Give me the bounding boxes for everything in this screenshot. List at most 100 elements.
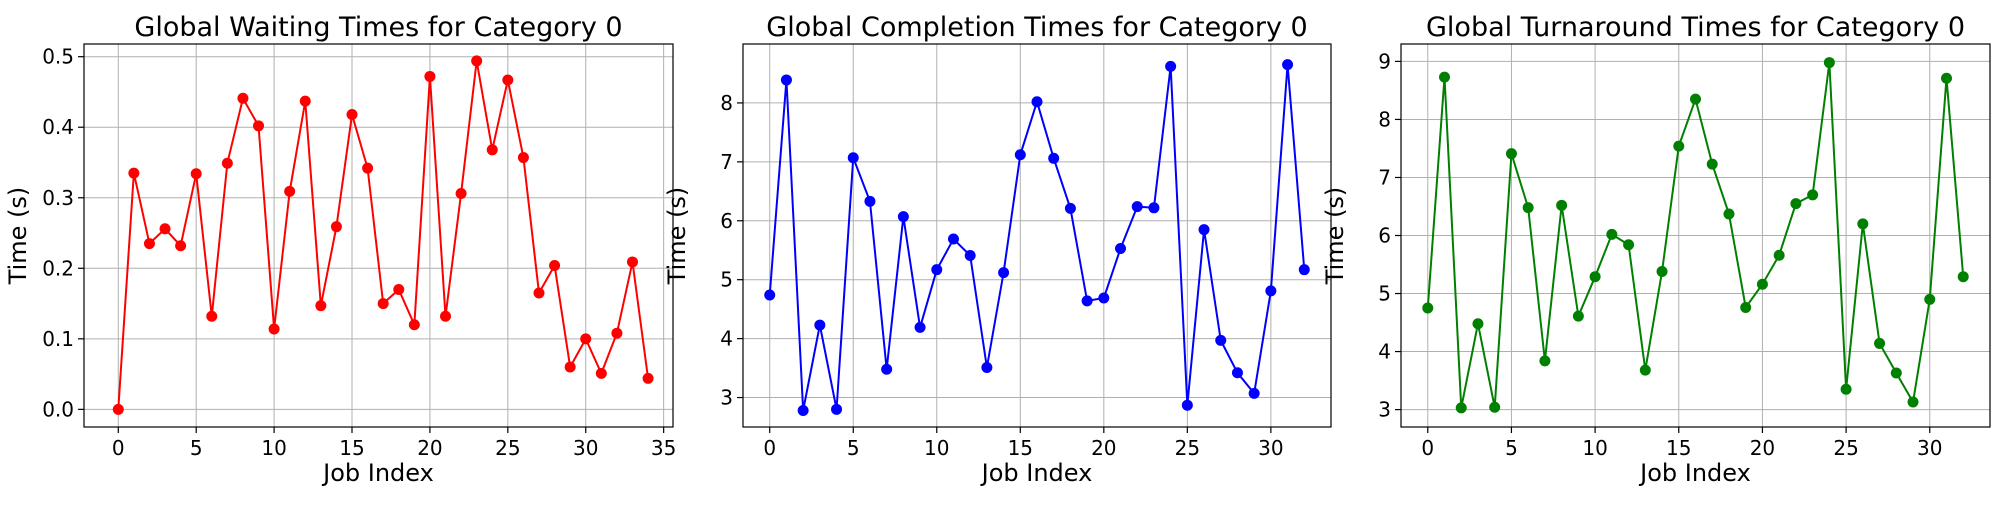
data-point — [517, 152, 529, 164]
data-point — [864, 195, 876, 207]
y-tick-label: 0.3 — [42, 186, 74, 210]
data-point — [159, 223, 171, 235]
data-point — [564, 361, 576, 373]
data-point — [315, 300, 327, 312]
data-point — [998, 267, 1010, 279]
x-tick-label: 0 — [112, 436, 125, 460]
data-point — [1198, 224, 1210, 236]
data-point — [424, 70, 436, 82]
data-point — [931, 264, 943, 276]
y-tick-label: 9 — [1378, 49, 1391, 73]
data-point — [1265, 285, 1277, 297]
data-point — [1298, 264, 1310, 276]
data-point — [1924, 293, 1936, 305]
data-point — [1890, 367, 1902, 379]
y-tick-label: 0.0 — [42, 397, 74, 421]
data-point — [1673, 140, 1685, 152]
x-tick-label: 10 — [1582, 436, 1607, 460]
y-tick-label: 0.2 — [42, 256, 74, 280]
y-tick-label: 0.4 — [42, 115, 74, 139]
y-tick-label: 5 — [1378, 282, 1391, 306]
data-point — [1048, 152, 1060, 164]
data-point — [330, 221, 342, 233]
data-point — [1148, 202, 1160, 214]
data-point — [175, 240, 187, 252]
data-point — [1874, 337, 1886, 349]
data-point — [1422, 302, 1434, 314]
y-tick-label: 7 — [1378, 165, 1391, 189]
chart-title: Global Completion Times for Category 0 — [766, 12, 1307, 43]
data-point — [128, 167, 140, 179]
data-point — [1623, 239, 1635, 251]
data-point — [1773, 249, 1785, 261]
data-point — [1857, 218, 1869, 230]
data-point — [1181, 399, 1193, 411]
x-tick-label: 25 — [1833, 436, 1858, 460]
x-tick-label: 20 — [1091, 436, 1116, 460]
data-point — [1522, 202, 1534, 214]
data-point — [1031, 96, 1043, 108]
x-tick-label: 35 — [651, 436, 676, 460]
x-tick-label: 5 — [190, 436, 203, 460]
data-point — [1740, 301, 1752, 313]
data-point — [1215, 334, 1227, 346]
data-point — [237, 92, 249, 104]
data-point — [580, 333, 592, 345]
data-point — [1131, 201, 1143, 213]
data-point — [206, 310, 218, 322]
x-tick-label: 25 — [495, 436, 520, 460]
data-point — [1489, 401, 1501, 413]
data-point — [981, 361, 993, 373]
plot-frame — [83, 43, 674, 428]
data-point — [1098, 292, 1110, 304]
data-point — [642, 372, 654, 384]
x-tick-label: 30 — [573, 436, 598, 460]
data-point — [253, 120, 265, 132]
plot-frame — [742, 43, 1332, 428]
x-tick-label: 0 — [1421, 436, 1434, 460]
x-tick-label: 15 — [1008, 436, 1033, 460]
chart-title: Global Turnaround Times for Category 0 — [1426, 12, 1965, 43]
data-point — [797, 405, 809, 417]
y-tick-label: 4 — [1378, 340, 1391, 364]
data-point — [1823, 57, 1835, 69]
chart-panel-1: 0 5 10 15 20 25 30 3 4 5 6 7 8 Global Completion Time… — [663, 12, 1332, 487]
x-tick-label: 30 — [1917, 436, 1942, 460]
data-point — [595, 367, 607, 379]
data-point — [1940, 72, 1952, 84]
data-point — [1907, 396, 1919, 408]
y-tick-label: 6 — [720, 209, 733, 233]
x-tick-label: 15 — [339, 436, 364, 460]
data-point — [1064, 202, 1076, 214]
data-point — [897, 211, 909, 223]
data-point — [1455, 402, 1467, 414]
data-point — [1165, 60, 1177, 72]
x-tick-label: 30 — [1258, 436, 1283, 460]
data-point — [1706, 158, 1718, 170]
data-point — [1282, 59, 1294, 71]
chart-panel-2: 0 5 10 15 20 25 30 3 4 5 6 7 8 9 Global Turnaround Tim… — [1321, 12, 1991, 487]
data-point — [143, 238, 155, 250]
data-point — [362, 162, 374, 174]
data-point — [1656, 265, 1668, 277]
data-point — [780, 74, 792, 86]
data-point — [1014, 149, 1026, 161]
data-point — [947, 233, 959, 245]
data-point — [1556, 199, 1568, 211]
data-point — [221, 157, 233, 169]
data-point — [1840, 383, 1852, 395]
data-point — [1723, 208, 1735, 220]
data-point — [1115, 242, 1127, 254]
data-point — [455, 188, 467, 200]
data-point — [1756, 278, 1768, 290]
x-tick-label: 10 — [261, 436, 286, 460]
y-tick-label: 3 — [1378, 398, 1391, 422]
data-point — [284, 185, 296, 197]
chart-title: Global Waiting Times for Category 0 — [134, 12, 622, 43]
data-point — [502, 74, 514, 86]
x-tick-label: 25 — [1175, 436, 1200, 460]
data-point — [1081, 295, 1093, 307]
data-point — [1690, 93, 1701, 105]
